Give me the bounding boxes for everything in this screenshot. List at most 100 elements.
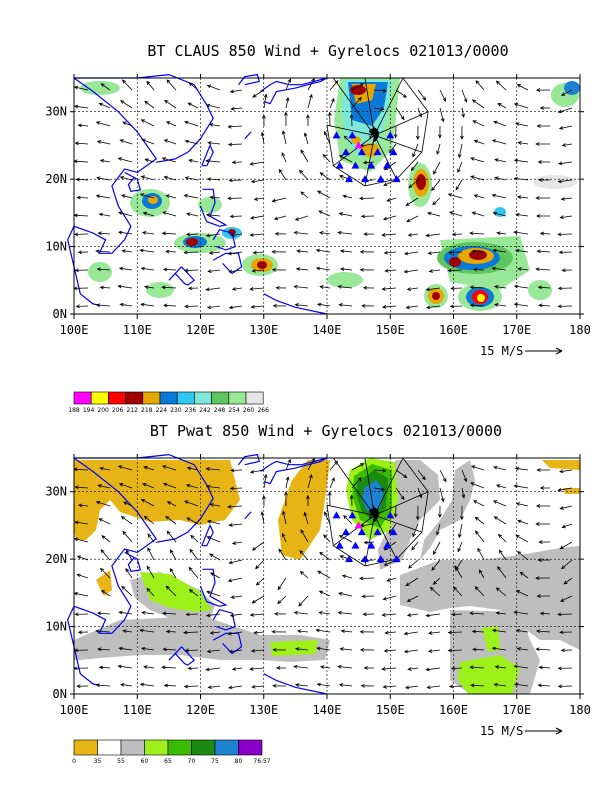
- coastline-segment: [238, 73, 261, 86]
- wind-vector: [337, 284, 353, 289]
- wind-vector: [359, 576, 375, 581]
- colorbar-swatch: [176, 391, 195, 405]
- colorbar-label: 248: [214, 407, 226, 414]
- colorbar-swatch: [159, 391, 178, 405]
- wind-vector: [373, 468, 387, 473]
- wind-vector: [477, 547, 485, 561]
- coastline-segment: [260, 77, 328, 105]
- coastline-segment: [212, 609, 237, 631]
- wind-vector: [360, 683, 375, 688]
- gyre-spoke: [374, 515, 397, 560]
- wind-vector: [329, 477, 335, 489]
- wind-vector: [125, 567, 133, 579]
- wind-vector: [535, 267, 551, 272]
- colorbar-swatch: [97, 739, 122, 756]
- vector-reference-label: 15 M/S: [480, 724, 523, 738]
- wind-vector: [77, 123, 89, 128]
- wind-vector: [322, 153, 331, 163]
- wind-vector: [285, 96, 290, 109]
- wind-vector: [560, 197, 573, 201]
- wind-vector: [184, 500, 199, 507]
- wind-vector: [294, 215, 309, 221]
- wind-vector: [342, 194, 353, 199]
- wind-vector: [557, 612, 573, 617]
- gyre-spoke: [326, 124, 375, 136]
- gyre-spoke: [374, 134, 423, 153]
- wind-vector: [146, 587, 155, 597]
- colorbar-swatch: [125, 391, 144, 405]
- wind-vector: [478, 569, 485, 579]
- wind-vector: [299, 550, 309, 561]
- wind-vector: [538, 665, 551, 670]
- wind-vector: [73, 159, 89, 164]
- wind-vector: [278, 168, 287, 181]
- wind-vector: [319, 285, 331, 289]
- wind-vector: [262, 495, 266, 507]
- wind-vector: [143, 285, 155, 290]
- wind-vector: [252, 89, 265, 98]
- wind-vector: [74, 612, 89, 617]
- colorbar-label: 236: [185, 407, 197, 414]
- wind-vector: [405, 305, 419, 310]
- wind-vector: [425, 667, 441, 672]
- wind-vector: [560, 559, 573, 570]
- wind-vector: [539, 611, 551, 616]
- wind-vector: [395, 107, 405, 121]
- wind-vector: [163, 683, 177, 688]
- wind-vector: [281, 532, 287, 543]
- wind-vector: [143, 515, 155, 525]
- wind-vector: [189, 548, 199, 561]
- wind-vector: [119, 176, 133, 181]
- colorbar-label: 65: [164, 758, 172, 765]
- wind-vector: [185, 483, 199, 489]
- wind-vector: [517, 551, 529, 561]
- wind-vector: [351, 463, 365, 471]
- wind-vector: [117, 157, 133, 163]
- wind-vector: [141, 610, 155, 615]
- wind-vector: [560, 595, 573, 602]
- wind-vector: [513, 158, 529, 163]
- wind-vector: [492, 211, 507, 217]
- wind-vector: [382, 215, 397, 221]
- wind-vector: [303, 132, 309, 145]
- wind-vector: [73, 537, 89, 543]
- wind-vector: [513, 610, 529, 615]
- gyre-location-marker: [383, 161, 392, 169]
- y-tick-label: 0N: [53, 687, 67, 701]
- wind-vector: [513, 484, 529, 489]
- x-tick-label: 130E: [249, 323, 278, 337]
- wind-vector: [296, 629, 309, 634]
- wind-vector: [513, 230, 529, 235]
- wind-vector: [537, 683, 551, 688]
- wind-vector: [275, 666, 287, 670]
- wind-vector: [429, 586, 441, 597]
- wind-vector: [75, 304, 89, 309]
- wind-vector: [277, 595, 287, 605]
- wind-vector: [535, 647, 551, 652]
- x-tick-label: 130E: [249, 703, 278, 717]
- wind-vector: [183, 194, 199, 199]
- wind-vector: [144, 100, 155, 109]
- x-tick-label: 100E: [60, 323, 89, 337]
- wind-vector: [96, 267, 111, 272]
- wind-vector: [249, 613, 265, 617]
- wind-vector: [95, 303, 111, 308]
- wind-vector: [228, 305, 243, 310]
- wind-vector: [450, 666, 463, 671]
- wind-vector: [307, 77, 315, 91]
- coastline-segment: [263, 673, 328, 695]
- gyre-center-marker: [354, 521, 363, 529]
- wind-vector: [315, 628, 331, 633]
- wind-vector: [470, 175, 485, 181]
- wind-vector: [406, 613, 419, 617]
- colorbar-label: 266: [257, 407, 269, 414]
- wind-vector: [295, 647, 309, 651]
- wind-vector: [449, 304, 463, 309]
- wind-vector: [381, 287, 397, 291]
- wind-vector: [319, 172, 331, 181]
- wind-vector: [469, 665, 485, 670]
- wind-vector: [251, 268, 265, 273]
- wind-vector: [417, 89, 427, 101]
- wind-vector: [497, 533, 507, 543]
- wind-vector: [415, 505, 420, 521]
